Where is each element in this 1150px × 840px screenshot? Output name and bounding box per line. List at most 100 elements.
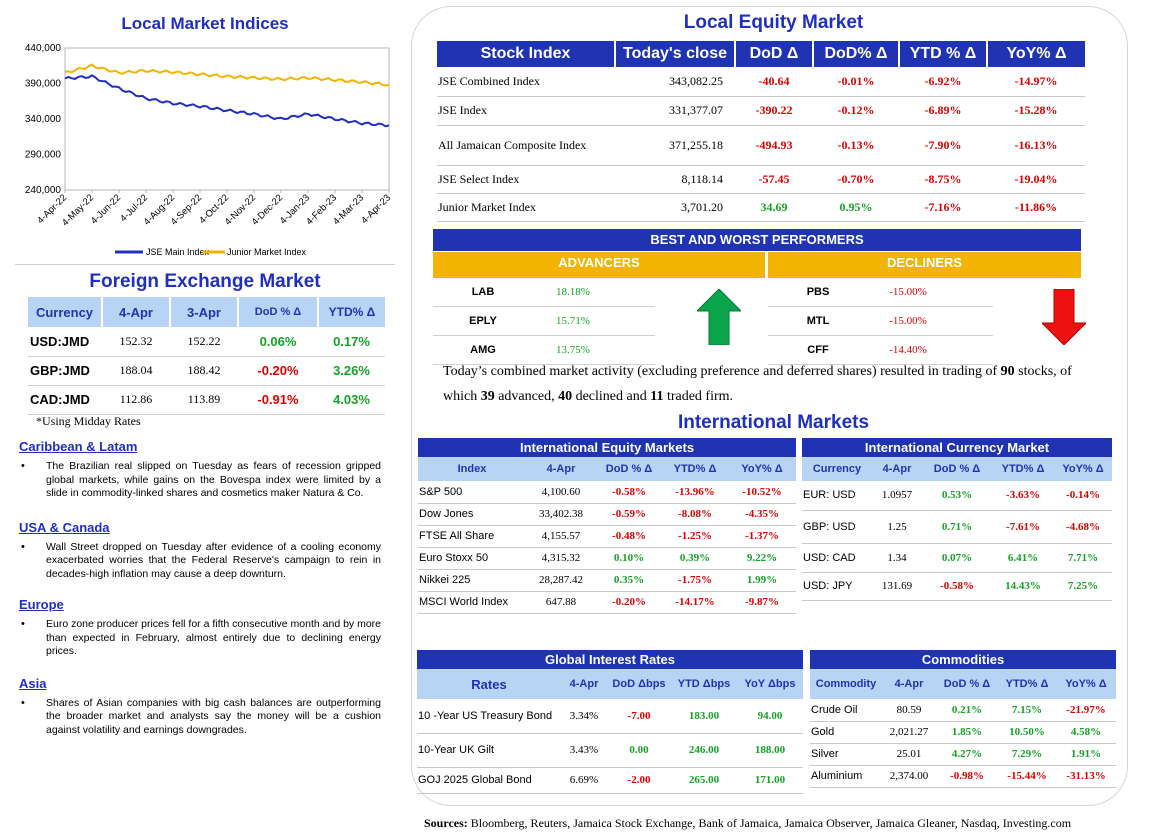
summary-advanced: 39 — [480, 389, 495, 404]
fx-prev: 113.89 — [170, 385, 238, 415]
cm-header-dod: DoD % Δ — [943, 678, 991, 690]
cm-value: 2,021.27 — [882, 721, 936, 744]
fx-currency: CAD:JMD — [28, 385, 102, 415]
advancers-ticker: EPLY — [469, 315, 497, 327]
cm-name: Silver — [810, 743, 882, 766]
equity-close: 8,118.14 — [615, 165, 735, 194]
commodities-title: Commodities — [921, 652, 1005, 667]
cm-value: 80.59 — [882, 699, 936, 722]
ie-row: MSCI World Index 647.88 -0.20% -14.17% -9.87… — [418, 591, 796, 614]
gr-yoy: 171.00 — [737, 767, 803, 794]
decliners-row: CFF -14.40% — [768, 336, 993, 365]
news-heading-europe[interactable]: Europe — [19, 597, 64, 612]
divider — [15, 264, 395, 265]
ie-row: FTSE All Share 4,155.57 -0.48% -1.25% -1.37% — [418, 525, 796, 548]
cm-dod: 4.27% — [936, 743, 998, 766]
ic-yoy: -0.14% — [1054, 481, 1112, 511]
intl-equity-title: International Equity Markets — [519, 440, 695, 455]
cm-row: Crude Oil 80.59 0.21% 7.15% -21.97% — [810, 699, 1116, 722]
cm-yoy: 4.58% — [1056, 721, 1116, 744]
ie-dod: 0.10% — [596, 547, 662, 570]
series-junior — [64, 63, 390, 87]
ie-name: FTSE All Share — [418, 525, 526, 548]
up-arrow-icon — [697, 289, 741, 345]
ie-dod: -0.59% — [596, 503, 662, 526]
intl-currency-title: International Currency Market — [864, 440, 1050, 455]
ie-value: 4,315.32 — [526, 547, 596, 570]
decliners-list: PBS -15.00% MTL -15.00% CFF -14.40% — [768, 278, 993, 365]
news-heading-caribbean[interactable]: Caribbean & Latam — [19, 439, 138, 454]
equity-ytd: -7.90% — [899, 125, 987, 166]
equity-header-close: Today's close — [615, 41, 736, 67]
fx-dod: -0.20% — [238, 356, 318, 386]
equity-close: 371,255.18 — [615, 125, 735, 166]
ic-ytd: -3.63% — [992, 481, 1054, 511]
ie-ytd: -1.75% — [662, 569, 728, 592]
fx-prev: 152.22 — [170, 327, 238, 357]
ic-row: EUR: USD 1.0957 0.53% -3.63% -0.14% — [802, 481, 1112, 511]
ie-yoy: -4.35% — [728, 503, 796, 526]
equity-table: Stock Index Today's close DoD Δ DoD% Δ Y… — [437, 41, 1085, 222]
best-worst-title: BEST AND WORST PERFORMERS — [433, 229, 1081, 251]
summary-text: declined and — [572, 389, 651, 404]
fx-row: CAD:JMD 112.86 113.89 -0.91% 4.03% — [28, 385, 385, 415]
ie-yoy: 9.22% — [728, 547, 796, 570]
gr-row: GOJ 2025 Global Bond 6.69% -2.00 265.00 171.… — [417, 767, 803, 794]
equity-row: JSE Select Index 8,118.14 -57.45 -0.70% -8.7… — [437, 165, 1085, 194]
gr-dod: -7.00 — [607, 699, 671, 734]
decliners-change: -14.40% — [889, 344, 927, 356]
ie-header-ytd: YTD% Δ — [673, 463, 717, 475]
fx-ytd: 3.26% — [318, 356, 385, 386]
advancers-ticker: AMG — [470, 344, 496, 356]
equity-header-index: Stock Index — [437, 41, 616, 67]
ic-header-yoy: YoY% Δ — [1062, 463, 1104, 475]
cm-header-date: 4-Apr — [894, 678, 924, 690]
commodities-table: Commodities Commodity 4-Apr DoD % Δ YTD%… — [810, 650, 1116, 788]
summary-total: 90 — [1000, 364, 1015, 379]
gr-yoy: 94.00 — [737, 699, 803, 734]
ic-value: 1.0957 — [872, 481, 922, 511]
decliners-change: -15.00% — [889, 286, 927, 298]
gr-yoy: 188.00 — [737, 733, 803, 768]
decliners-ticker: PBS — [806, 286, 830, 298]
ie-yoy: -10.52% — [728, 481, 796, 504]
ie-dod: -0.58% — [596, 481, 662, 504]
ie-ytd: -13.96% — [662, 481, 728, 504]
equity-dodp: -0.01% — [813, 67, 899, 97]
equity-close: 343,082.25 — [615, 67, 735, 97]
gr-header-yoy: YoY Δbps — [744, 678, 796, 690]
gr-ytd: 246.00 — [671, 733, 737, 768]
ie-value: 28,287.42 — [526, 569, 596, 592]
equity-dodp: -0.70% — [813, 165, 899, 194]
ic-header-ytd: YTD% Δ — [1001, 463, 1045, 475]
ie-row: Nikkei 225 28,287.42 0.35% -1.75% 1.99% — [418, 569, 796, 592]
cm-dod: 1.85% — [936, 721, 998, 744]
ic-value: 1.34 — [872, 543, 922, 573]
interest-rates-table: Global Interest Rates Rates 4-Apr DoD Δb… — [417, 650, 803, 794]
news-text-caribbean: The Brazilian real slipped on Tuesday as… — [19, 460, 381, 501]
decliners-ticker: MTL — [806, 315, 830, 327]
rates-title: Global Interest Rates — [544, 652, 676, 667]
gr-header-rates: Rates — [471, 676, 507, 692]
ic-dod: 0.53% — [922, 481, 992, 511]
news-heading-usa[interactable]: USA & Canada — [19, 519, 110, 535]
equity-yoy: -16.13% — [987, 125, 1085, 166]
y-tick-label: 440,000 — [25, 43, 62, 54]
ic-header-currency: Currency — [812, 463, 862, 475]
cm-yoy: -31.13% — [1056, 765, 1116, 788]
ie-dod: -0.20% — [596, 591, 662, 614]
news-text-europe: Euro zone producer prices fell for a fif… — [19, 618, 381, 659]
gr-value: 6.69% — [561, 767, 607, 794]
equity-header-dod: DoD Δ — [735, 41, 814, 67]
summary-text: advanced, — [494, 389, 559, 404]
ic-ytd: 6.41% — [992, 543, 1054, 573]
equity-row: JSE Combined Index 343,082.25 -40.64 -0.01%… — [437, 67, 1085, 97]
fx-header-prev: 3-Apr — [170, 297, 239, 327]
equity-dodp: -0.12% — [813, 96, 899, 126]
equity-ytd: -6.89% — [899, 96, 987, 126]
cm-value: 25.01 — [882, 743, 936, 766]
equity-row: Junior Market Index 3,701.20 34.69 0.95% -7.… — [437, 193, 1085, 222]
equity-yoy: -14.97% — [987, 67, 1085, 97]
fx-today: 152.32 — [102, 327, 170, 357]
news-heading-asia[interactable]: Asia — [19, 675, 47, 691]
